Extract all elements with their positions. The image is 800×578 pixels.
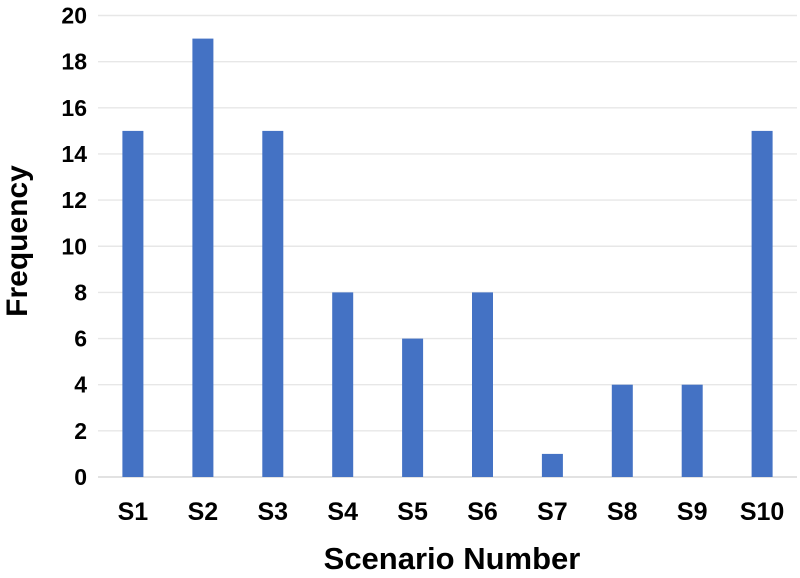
y-tick-label-20: 20 <box>61 3 87 29</box>
x-tick-label-S10: S10 <box>740 498 784 526</box>
bar-S5 <box>402 338 424 477</box>
bar-S3 <box>262 130 284 477</box>
bar-S4 <box>332 292 354 477</box>
x-axis-title: Scenario Number <box>324 541 581 576</box>
x-tick-label-S4: S4 <box>327 498 358 526</box>
bar-S6 <box>472 292 493 477</box>
y-tick-label-8: 8 <box>74 279 87 305</box>
y-tick-label-14: 14 <box>61 141 87 167</box>
bar-series <box>122 38 773 477</box>
y-tick-label-18: 18 <box>61 49 87 75</box>
x-tick-label-S7: S7 <box>537 498 568 526</box>
y-tick-label-0: 0 <box>74 464 87 490</box>
x-tick-label-S2: S2 <box>188 498 219 526</box>
bar-S8 <box>611 384 633 477</box>
y-tick-label-16: 16 <box>61 95 87 121</box>
y-tick-label-2: 2 <box>74 418 87 444</box>
bar-S2 <box>192 38 214 477</box>
bar-S1 <box>122 130 144 477</box>
gridlines <box>98 14 797 432</box>
y-tick-label-4: 4 <box>74 372 87 398</box>
y-axis-title: Frequency <box>1 165 34 317</box>
y-tick-label-12: 12 <box>61 187 87 213</box>
x-tick-label-S5: S5 <box>397 498 428 526</box>
bar-S7 <box>541 453 563 477</box>
bar-S10 <box>751 130 773 477</box>
y-axis-tick-labels: 0 2 4 6 8 10 12 14 16 18 20 <box>61 3 87 491</box>
x-tick-label-S1: S1 <box>118 498 149 526</box>
bar-S9 <box>681 384 703 477</box>
x-tick-label-S9: S9 <box>677 498 708 526</box>
x-tick-label-S3: S3 <box>258 498 289 526</box>
y-tick-label-10: 10 <box>61 233 87 259</box>
x-tick-label-S6: S6 <box>467 498 498 526</box>
x-axis-tick-labels: S1 S2 S3 S4 S5 S6 S7 S8 S9 S10 <box>118 498 785 526</box>
y-tick-label-6: 6 <box>74 326 87 352</box>
x-tick-label-S8: S8 <box>607 498 638 526</box>
